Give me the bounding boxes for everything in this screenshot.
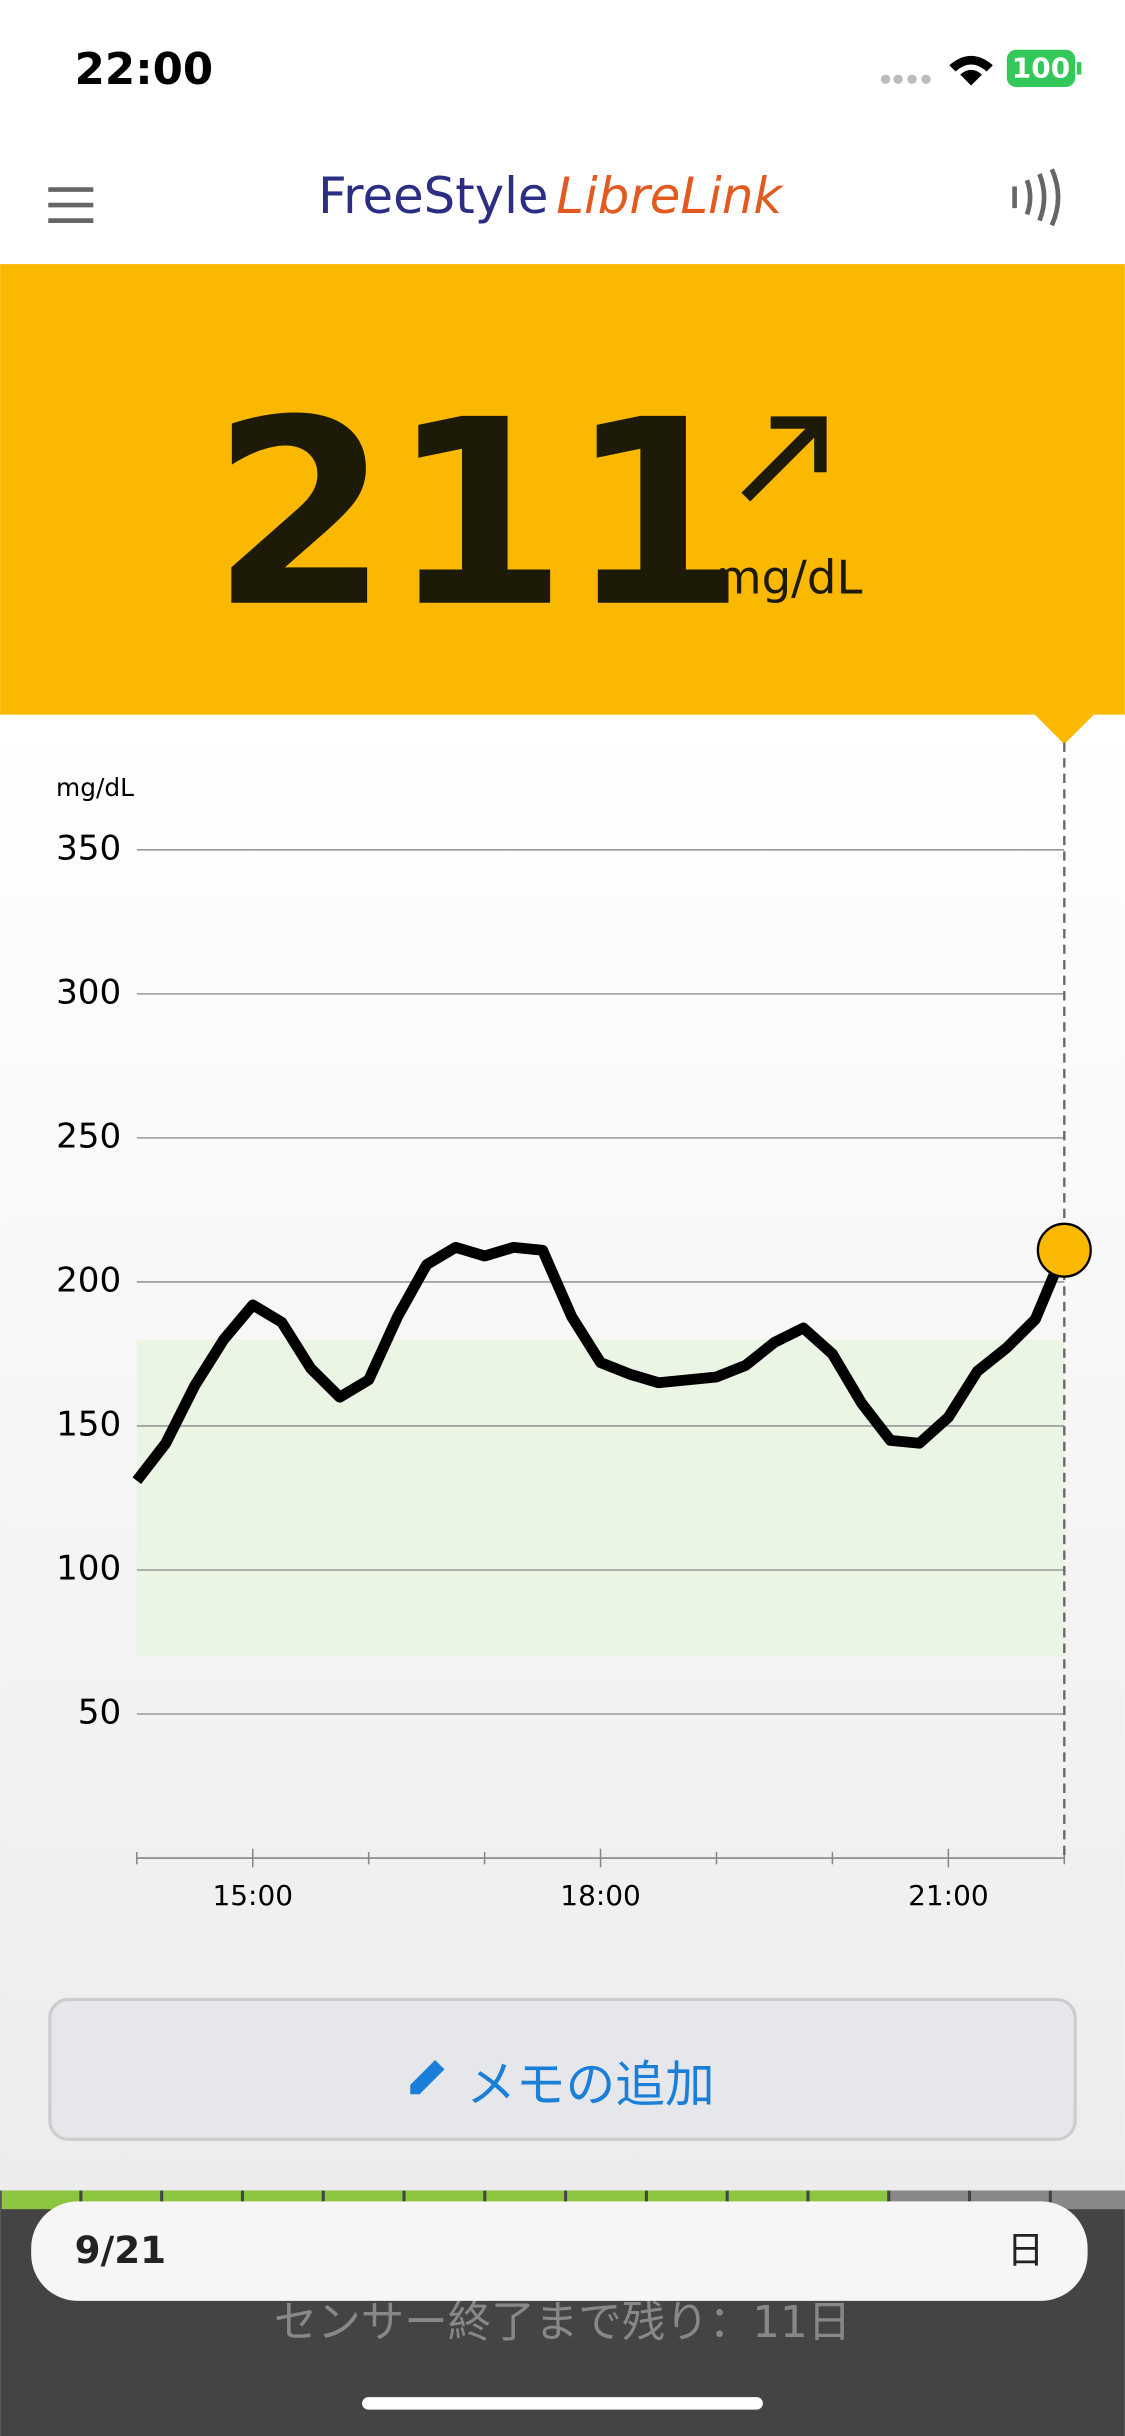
trend-arrow [741, 416, 827, 502]
sensor-remaining: センサー終了まで残り：11日 [274, 2298, 851, 2348]
battery-level: 100 [1012, 52, 1070, 85]
glucose-unit: mg/dL [716, 550, 862, 604]
battery [1006, 49, 1076, 87]
brand-freestyle: FreeStyle [318, 167, 548, 225]
y-tick-label: 200 [56, 1260, 121, 1300]
reading-pointer [1034, 714, 1094, 745]
y-tick-label: 100 [56, 1548, 121, 1588]
date: 9/21 [75, 2228, 166, 2272]
menu-button[interactable] [48, 187, 94, 223]
x-tick-label: 15:00 [212, 1879, 293, 1912]
x-tick-label: 21:00 [908, 1879, 989, 1912]
target-range [136, 1339, 1065, 1657]
signal [880, 74, 931, 84]
y-tick-label: 50 [78, 1693, 121, 1733]
current-point [1036, 1222, 1092, 1278]
wifi-icon [949, 55, 993, 86]
x-tick-label: 18:00 [560, 1879, 641, 1912]
y-tick-label: 250 [56, 1116, 121, 1156]
date-bar[interactable] [31, 2201, 1088, 2301]
day-segment [1051, 2190, 1125, 2210]
memo-label: メモの追加 [466, 2056, 715, 2114]
period: 日 [1007, 2228, 1044, 2272]
memo-button[interactable] [48, 1997, 1077, 2141]
brand-librelink: LibreLink [556, 167, 784, 225]
y-tick-label: 150 [56, 1404, 121, 1444]
scan-icon[interactable] [1012, 168, 1061, 227]
y-axis-label: mg/dL [56, 773, 134, 802]
y-tick-label: 350 [56, 828, 121, 868]
pencil-icon [410, 2060, 445, 2095]
home-indicator [362, 2397, 763, 2410]
status-time: 22:00 [75, 45, 213, 95]
y-tick-label: 300 [56, 972, 121, 1012]
glucose-line [132, 1241, 1070, 1485]
chart: mg/dL 50 100 150 200 250 300 350 15:00 18:00 21:0… [56, 742, 1092, 1912]
glucose-value: 211 [211, 366, 746, 664]
battery-tip [1076, 62, 1082, 75]
day-segment [1, 2190, 80, 2210]
reading-panel [0, 264, 1125, 715]
